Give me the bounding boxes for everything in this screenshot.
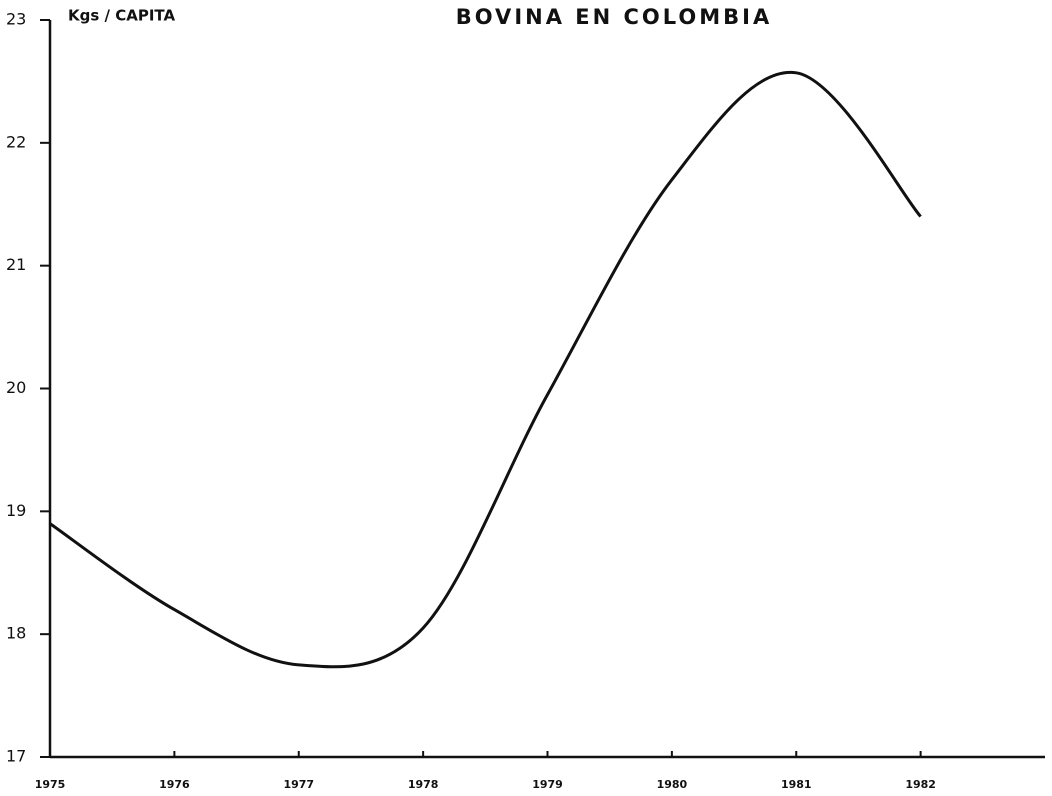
y-tick-label: 23 xyxy=(6,10,26,29)
x-tick-label: 1982 xyxy=(905,778,936,791)
y-tick-label: 20 xyxy=(6,378,26,397)
y-tick-label: 21 xyxy=(6,255,26,274)
x-tick-label: 1976 xyxy=(159,778,190,791)
y-tick-label: 18 xyxy=(6,624,26,643)
x-tick-label: 1980 xyxy=(657,778,688,791)
chart-title: BOVINA EN COLOMBIA xyxy=(456,5,772,29)
y-tick-label: 17 xyxy=(6,747,26,766)
x-tick-label: 1975 xyxy=(35,778,66,791)
y-tick-label: 22 xyxy=(6,132,26,151)
x-tick-label: 1981 xyxy=(781,778,812,791)
x-tick-label: 1977 xyxy=(283,778,314,791)
y-tick-label: 19 xyxy=(6,501,26,520)
data-line xyxy=(49,70,922,669)
x-tick-label: 1978 xyxy=(408,778,439,791)
y-axis-label: Kgs / CAPITA xyxy=(68,7,175,25)
x-tick-label: 1979 xyxy=(532,778,563,791)
